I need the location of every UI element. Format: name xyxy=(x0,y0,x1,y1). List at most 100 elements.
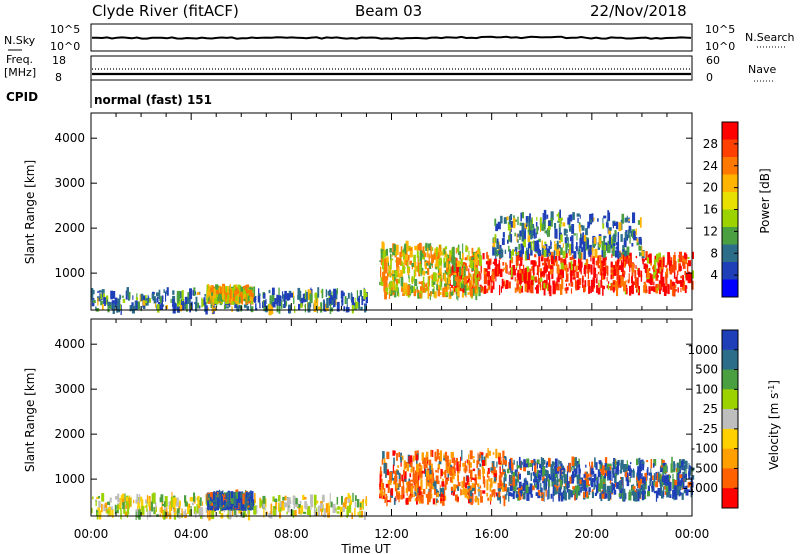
data-cell xyxy=(437,480,440,485)
data-cell xyxy=(408,254,410,261)
data-cell xyxy=(212,491,215,501)
data-cell xyxy=(677,287,679,293)
data-cell xyxy=(568,214,571,219)
data-cell xyxy=(420,254,424,258)
data-cell xyxy=(91,289,94,300)
data-cell xyxy=(408,277,410,283)
data-cell xyxy=(684,285,687,294)
data-cell xyxy=(543,282,546,289)
data-cell xyxy=(465,245,468,252)
data-cell xyxy=(262,301,264,309)
data-cell xyxy=(545,465,548,468)
data-cell xyxy=(417,291,421,299)
data-cell xyxy=(392,285,395,291)
data-cell xyxy=(554,240,556,252)
data-cell xyxy=(508,474,511,483)
data-cell xyxy=(643,263,647,269)
data-cell xyxy=(690,488,693,498)
ytick-label: 3000 xyxy=(54,382,85,396)
data-cell xyxy=(606,463,609,471)
data-cell xyxy=(233,496,237,507)
data-cell xyxy=(568,489,571,500)
power-ylabel: Slant Range [km] xyxy=(23,160,37,264)
data-cell xyxy=(569,263,571,270)
beam-label: Beam 03 xyxy=(355,2,422,20)
data-cell xyxy=(615,261,618,269)
data-cell xyxy=(626,479,630,487)
data-cell xyxy=(213,307,217,312)
data-cell xyxy=(434,291,437,299)
data-cell xyxy=(207,500,210,510)
data-cell xyxy=(148,298,152,303)
data-cell xyxy=(217,291,220,302)
data-cell xyxy=(92,496,94,500)
data-cell xyxy=(430,449,433,457)
data-cell xyxy=(570,490,572,496)
data-cell xyxy=(390,258,394,261)
data-cell xyxy=(456,284,458,291)
data-cell xyxy=(652,475,654,480)
data-cell xyxy=(515,250,516,255)
data-cell xyxy=(422,276,425,288)
data-cell xyxy=(544,478,546,489)
data-cell xyxy=(405,253,408,261)
data-cell xyxy=(535,477,537,489)
data-cell xyxy=(237,301,239,309)
data-cell xyxy=(431,280,434,287)
data-cell xyxy=(540,466,544,476)
data-cell xyxy=(559,461,562,465)
data-cell xyxy=(98,290,102,293)
data-cell xyxy=(461,292,464,298)
data-cell xyxy=(512,476,515,487)
data-cell xyxy=(543,209,547,220)
data-cell xyxy=(109,500,111,512)
data-cell xyxy=(493,238,495,245)
data-cell xyxy=(639,489,641,498)
data-cell xyxy=(288,293,291,301)
data-cell xyxy=(622,484,624,490)
data-cell xyxy=(593,237,597,244)
data-cell xyxy=(304,504,308,510)
data-cell xyxy=(489,276,492,282)
data-cell xyxy=(585,258,589,268)
data-cell xyxy=(479,463,482,467)
data-cell xyxy=(601,263,604,270)
data-cell xyxy=(139,506,141,513)
data-cell xyxy=(516,283,519,291)
data-cell xyxy=(555,260,558,267)
data-cell xyxy=(222,293,224,300)
data-cell xyxy=(126,508,128,518)
data-cell xyxy=(559,274,563,279)
data-cell xyxy=(191,497,194,502)
data-cell xyxy=(552,482,554,486)
data-cell xyxy=(653,281,655,286)
data-cell xyxy=(606,285,609,289)
data-cell xyxy=(602,465,605,476)
data-cell xyxy=(608,234,612,245)
data-cell xyxy=(146,501,148,512)
data-cell xyxy=(668,487,671,496)
data-cell xyxy=(209,500,211,509)
data-cell xyxy=(388,273,391,276)
data-cell xyxy=(234,290,238,299)
data-cell xyxy=(645,289,648,293)
data-cell xyxy=(579,214,581,219)
data-cell xyxy=(682,481,685,490)
data-cell xyxy=(480,272,482,280)
data-cell xyxy=(219,296,223,302)
data-cell xyxy=(205,494,208,505)
data-cell xyxy=(207,507,209,519)
data-cell xyxy=(526,493,530,501)
data-cell xyxy=(106,501,110,505)
data-cell xyxy=(241,491,244,500)
data-cell xyxy=(585,464,587,468)
data-cell xyxy=(444,451,448,462)
data-cell xyxy=(380,249,384,259)
data-cell xyxy=(444,283,447,287)
data-cell xyxy=(537,473,540,480)
data-cell xyxy=(240,493,242,498)
data-cell xyxy=(604,254,606,262)
data-cell xyxy=(263,300,266,307)
data-cell xyxy=(542,481,544,484)
data-cell xyxy=(600,480,603,489)
